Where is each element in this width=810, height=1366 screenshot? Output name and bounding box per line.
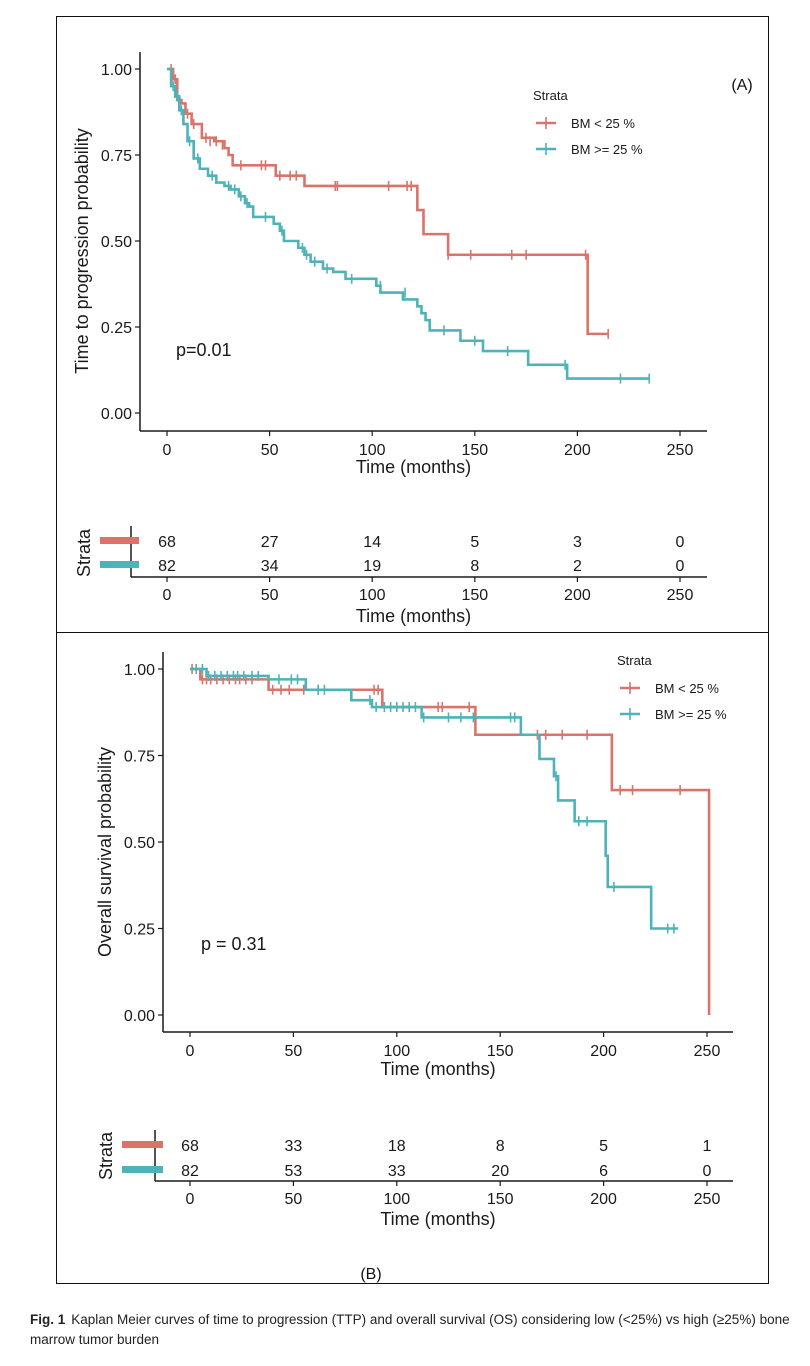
panel-a-chart: 0.000.250.500.751.000 50 100 150 200 250Time … [72,52,753,626]
b-risk-count: 20 [491,1163,509,1180]
b-risk-x-tick-label: 100 [383,1191,410,1208]
a-risk-count: 5 [470,534,479,551]
b-risk-x-axis-label: Time (months) [380,1209,495,1229]
a-risk-strata-key [100,537,139,544]
b-x-tick-label: 100 [383,1043,410,1060]
b-risk-count: 1 [703,1138,712,1155]
b-risk-count: 53 [285,1163,303,1180]
b-y-tick-label: 1.00 [124,662,155,679]
b-series-high-line [190,667,679,930]
a-risk-count: 0 [676,534,685,551]
a-risk-count: 2 [573,558,582,575]
a-y-tick-label: 0.75 [101,148,132,165]
b-x-tick-label: 50 [285,1043,303,1060]
a-risk-x-axis-label: Time (months) [356,606,471,626]
b-risk-count: 8 [496,1138,505,1155]
b-y-tick-label: 0.00 [124,1008,155,1025]
b-risk-strata-key [122,1166,163,1173]
b-risk-x-tick-label: 0 [186,1191,195,1208]
a-risk-count: 34 [261,558,279,575]
b-p-value: p = 0.31 [201,934,267,954]
b-risk-x-tick-label: 200 [590,1191,617,1208]
a-series-low-line [167,67,609,336]
caption-label: Fig. 1 [30,1312,66,1327]
a-risk-count: 0 [676,558,685,575]
a-x-tick-label: 150 [461,442,488,459]
a-x-tick-label: 250 [667,442,694,459]
a-y-tick-label: 0.50 [101,234,132,251]
a-risk-count: 19 [363,558,381,575]
a-y-tick-label: 0.25 [101,320,132,337]
panel-b-chart: 0.000.250.500.751.000 50 100 150 200 250Time … [95,652,733,1283]
a-risk-count: 82 [158,558,176,575]
a-p-value: p=0.01 [176,340,232,360]
panel-divider [56,632,769,633]
a-legend-entry: BM >= 25 % [571,142,643,157]
a-risk-x-tick-label: 100 [359,587,386,604]
a-risk-count: 27 [261,534,279,551]
a-risk-x-tick-label: 150 [461,587,488,604]
b-risk-count: 18 [388,1138,406,1155]
a-risk-x-tick-label: 200 [564,587,591,604]
a-x-tick-label: 200 [564,442,591,459]
a-risk-x-tick-label: 0 [163,587,172,604]
b-y-tick-label: 0.25 [124,922,155,939]
a-legend-title: Strata [533,88,568,103]
a-x-axis-label: Time (months) [356,457,471,477]
a-y-tick-label: 1.00 [101,62,132,79]
b-y-tick-label: 0.75 [124,749,155,766]
a-y-tick-label: 0.00 [101,406,132,423]
a-risk-strata-label: Strata [74,528,94,577]
b-risk-count: 6 [599,1163,608,1180]
a-risk-strata-key [100,561,139,568]
b-x-tick-label: 0 [186,1043,195,1060]
a-panel-label: (A) [731,77,752,94]
b-risk-count: 33 [388,1163,406,1180]
a-risk-count: 3 [573,534,582,551]
a-risk-x-tick-label: 50 [261,587,279,604]
b-risk-count: 33 [285,1138,303,1155]
b-x-tick-label: 200 [590,1043,617,1060]
b-series-low-line [190,667,711,1015]
b-risk-count: 82 [181,1163,199,1180]
a-risk-count: 8 [470,558,479,575]
a-risk-count: 14 [363,534,381,551]
a-y-axis-label: Time to progression probability [72,128,92,373]
b-x-axis-label: Time (months) [380,1059,495,1079]
b-panel-label: (B) [360,1266,381,1283]
a-x-tick-label: 100 [359,442,386,459]
b-risk-x-tick-label: 250 [694,1191,721,1208]
figure-frame [56,16,769,1284]
b-risk-strata-key [122,1141,163,1148]
b-risk-strata-label: Strata [96,1131,116,1180]
b-y-axis-label: Overall survival probability [95,747,115,957]
a-risk-count: 68 [158,534,176,551]
b-risk-x-tick-label: 50 [285,1191,303,1208]
a-risk-x-tick-label: 250 [667,587,694,604]
b-risk-count: 5 [599,1138,608,1155]
figure-caption: Fig. 1 Kaplan Meier curves of time to pro… [30,1310,800,1350]
a-legend-entry: BM < 25 % [571,116,635,131]
b-risk-count: 68 [181,1138,199,1155]
b-x-tick-label: 150 [487,1043,514,1060]
b-risk-count: 0 [703,1163,712,1180]
a-x-tick-label: 50 [261,442,279,459]
b-y-tick-label: 0.50 [124,835,155,852]
b-legend-title: Strata [617,653,652,668]
caption-text: Kaplan Meier curves of time to progressi… [30,1312,790,1347]
b-risk-x-tick-label: 150 [487,1191,514,1208]
b-legend-entry: BM >= 25 % [655,707,727,722]
b-legend-entry: BM < 25 % [655,681,719,696]
b-x-tick-label: 250 [694,1043,721,1060]
a-x-tick-label: 0 [163,442,172,459]
